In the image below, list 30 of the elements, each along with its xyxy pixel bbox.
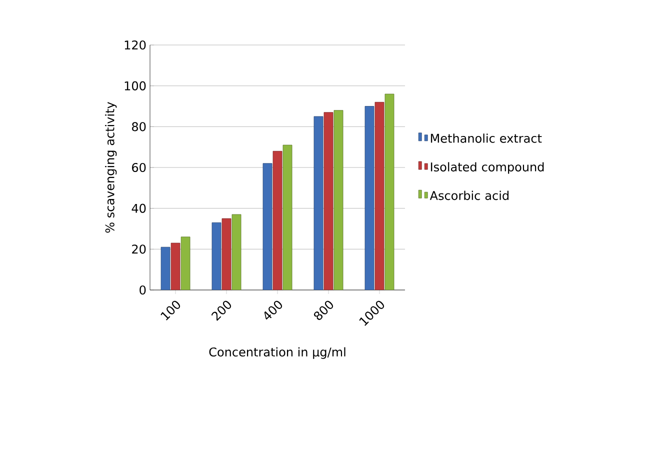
- bar: [170, 242, 180, 290]
- bar: [180, 236, 190, 290]
- legend-label: Methanolic extract: [430, 134, 542, 143]
- bar: [160, 246, 170, 290]
- bar: [282, 144, 292, 290]
- y-tick-label: 80: [132, 122, 146, 132]
- x-axis-title: Concentration in µg/ml: [209, 347, 346, 359]
- y-tick-label: 100: [124, 81, 146, 90]
- bar: [364, 106, 374, 290]
- x-tick-label: 800: [314, 300, 334, 320]
- legend-label: Ascorbic acid: [430, 190, 508, 200]
- bar: [374, 102, 384, 290]
- bar: [212, 222, 222, 290]
- bar: [334, 110, 344, 290]
- bar: [314, 116, 324, 290]
- y-tick-label: 0: [140, 285, 146, 295]
- bar: [222, 218, 232, 290]
- bar: [272, 150, 282, 290]
- y-tick-label: 60: [132, 162, 146, 172]
- y-tick-label: 120: [124, 40, 146, 50]
- bar: [262, 163, 272, 290]
- bar: [324, 112, 334, 290]
- bar: [232, 214, 242, 290]
- y-tick-label: 40: [132, 204, 146, 213]
- bar: [384, 94, 394, 290]
- y-axis-title: % scavenging activity: [105, 102, 117, 233]
- y-tick-label: 20: [132, 244, 146, 254]
- x-tick-label: 400: [264, 300, 282, 320]
- x-tick-label: 100: [160, 300, 180, 320]
- legend-label: Isolated compound: [430, 162, 544, 174]
